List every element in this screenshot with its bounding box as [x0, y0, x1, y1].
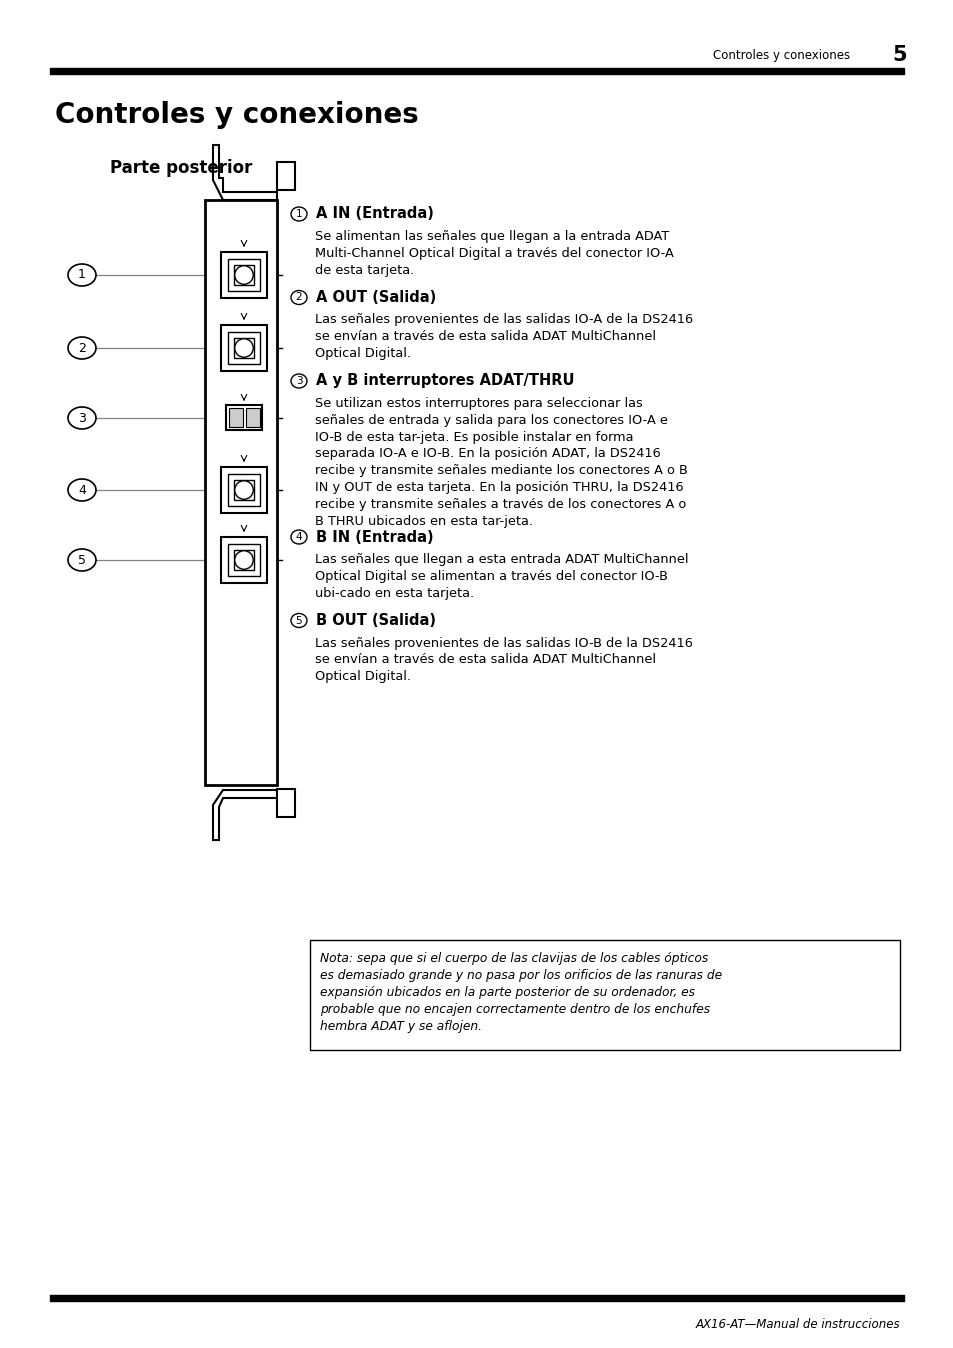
Text: 2: 2	[295, 293, 302, 302]
Text: 5: 5	[295, 616, 302, 625]
Text: A OUT (Salida): A OUT (Salida)	[315, 290, 436, 305]
Bar	[310, 940, 899, 1050]
Ellipse shape	[68, 407, 96, 429]
Bar	[221, 466, 267, 514]
Text: Controles y conexiones: Controles y conexiones	[712, 49, 849, 62]
Text: Controles y conexiones: Controles y conexiones	[55, 101, 418, 129]
Text: AX16-AT—Manual de instrucciones: AX16-AT—Manual de instrucciones	[695, 1318, 899, 1332]
Ellipse shape	[291, 373, 307, 388]
Bar	[234, 266, 253, 284]
Text: A IN (Entrada): A IN (Entrada)	[315, 206, 434, 221]
Text: 5: 5	[891, 44, 906, 65]
Text: 2: 2	[78, 341, 86, 355]
Text: 4: 4	[78, 484, 86, 496]
Bar	[221, 325, 267, 371]
Ellipse shape	[291, 613, 307, 628]
Text: 4: 4	[295, 532, 302, 542]
Bar	[276, 162, 294, 190]
Bar	[228, 545, 259, 576]
Circle shape	[234, 338, 253, 357]
Text: Las señales provenientes de las salidas IO-B de la DS2416
se envían a través de : Las señales provenientes de las salidas …	[314, 636, 692, 683]
Bar	[234, 338, 253, 357]
Text: 3: 3	[295, 376, 302, 386]
Ellipse shape	[68, 264, 96, 286]
Text: Parte posterior: Parte posterior	[110, 159, 253, 177]
Circle shape	[234, 266, 253, 284]
Text: Se utilizan estos interruptores para seleccionar las
señales de entrada y salida: Se utilizan estos interruptores para sel…	[314, 398, 687, 527]
Bar	[234, 550, 253, 570]
Text: 5: 5	[78, 554, 86, 566]
Bar	[228, 333, 259, 364]
Text: 1: 1	[78, 268, 86, 282]
Bar	[246, 408, 260, 427]
Text: 3: 3	[78, 411, 86, 425]
Polygon shape	[213, 790, 276, 840]
Ellipse shape	[291, 208, 307, 221]
Text: A y B interruptores ADAT/THRU: A y B interruptores ADAT/THRU	[315, 373, 574, 388]
Ellipse shape	[291, 530, 307, 545]
Text: Se alimentan las señales que llegan a la entrada ADAT
Multi-Channel Optical Digi: Se alimentan las señales que llegan a la…	[314, 231, 673, 276]
Bar	[234, 480, 253, 500]
Ellipse shape	[68, 549, 96, 572]
Circle shape	[234, 481, 253, 499]
Text: Nota: sepa que si el cuerpo de las clavijas de los cables ópticos
es demasiado g: Nota: sepa que si el cuerpo de las clavi…	[319, 952, 721, 1033]
Text: Las señales provenientes de las salidas IO-A de la DS2416
se envían a través de : Las señales provenientes de las salidas …	[314, 314, 693, 360]
Ellipse shape	[68, 337, 96, 359]
Bar	[276, 789, 294, 817]
Bar	[205, 200, 276, 785]
Text: 1: 1	[295, 209, 302, 218]
Circle shape	[234, 551, 253, 569]
Text: B IN (Entrada): B IN (Entrada)	[315, 530, 434, 545]
Bar	[229, 408, 243, 427]
Ellipse shape	[68, 479, 96, 501]
Bar	[228, 474, 259, 506]
Text: B OUT (Salida): B OUT (Salida)	[315, 613, 436, 628]
Bar	[228, 259, 259, 291]
Polygon shape	[213, 146, 276, 200]
Bar	[221, 252, 267, 298]
Bar	[226, 404, 262, 430]
Ellipse shape	[291, 291, 307, 305]
Bar	[221, 537, 267, 582]
Text: Las señales que llegan a esta entrada ADAT MultiChannel
Optical Digital se alime: Las señales que llegan a esta entrada AD…	[314, 553, 688, 600]
